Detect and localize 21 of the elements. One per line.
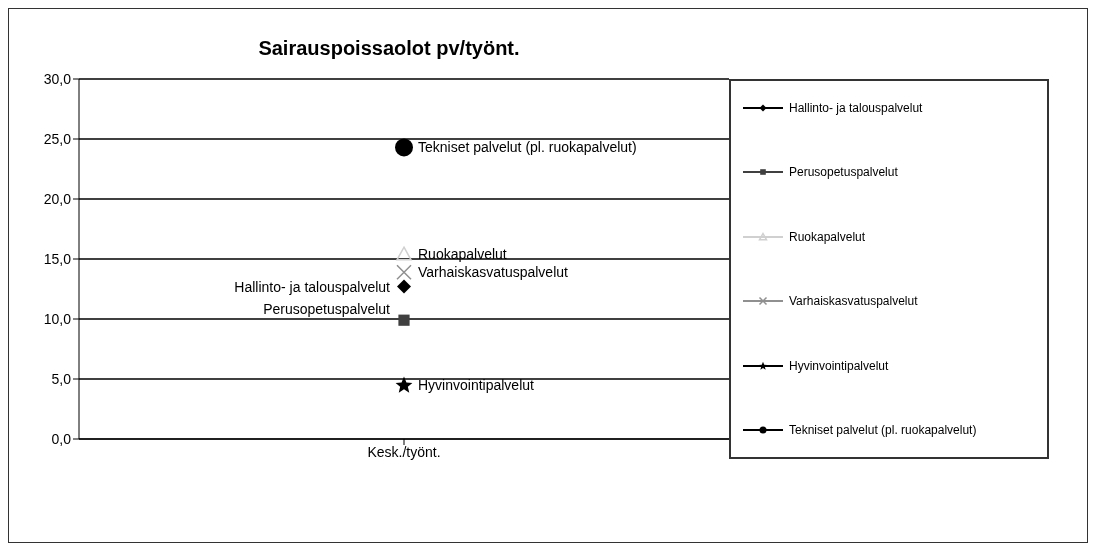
legend-label: Ruokapalvelut <box>789 229 866 244</box>
y-tick-label: 15,0 <box>43 250 72 267</box>
text: Hallinto- ja talouspalvelut <box>234 278 390 295</box>
y-tick-label: 30,0 <box>43 70 72 87</box>
y-tick-label: 5,0 <box>51 370 72 387</box>
x-tick-label: Kesk./työnt. <box>367 443 441 460</box>
legend-label: Hallinto- ja talouspalvelut <box>789 101 923 115</box>
chart-title: Sairauspoissaolot pv/työnt. <box>257 37 521 60</box>
y-tick-label: 25,0 <box>43 130 72 147</box>
legend-label: Perusopetuspalvelut <box>789 165 898 180</box>
legend-label: Varhaiskasvatuspalvelut <box>789 294 918 309</box>
legend-label: Tekniset palvelut (pl. ruokapalvelut) <box>789 422 977 437</box>
y-tick-label: 0,0 <box>51 430 72 447</box>
text: Tekniset palvelut (pl. ruokapalvelut) <box>418 139 637 156</box>
legend-label: Hyvinvointipalvelut <box>789 358 889 373</box>
y-tick-label: 20,0 <box>43 190 72 207</box>
text: Perusopetuspalvelut <box>263 301 390 318</box>
text: Varhaiskasvatuspalvelut <box>418 264 568 281</box>
text: Ruokapalvelut <box>418 246 507 263</box>
text: Hyvinvointipalvelut <box>418 377 534 393</box>
y-tick-label: 10,0 <box>43 310 72 327</box>
